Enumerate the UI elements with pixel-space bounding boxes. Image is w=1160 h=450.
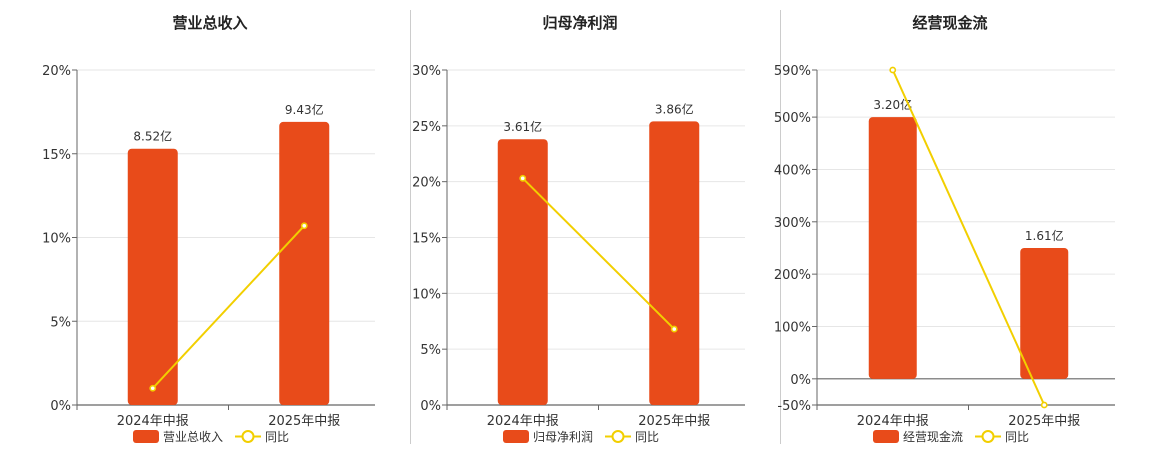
yoy-line — [522, 177, 675, 330]
chart-svg-net-profit: 归母净利润 0% 5% 10% 15% 20% 25% 30% 3.61亿 2024年中报 3.86… — [412, 14, 745, 444]
legend-bar-swatch[interactable] — [503, 430, 529, 443]
y-tick-label: -50% — [777, 399, 811, 414]
legend-bar-swatch[interactable] — [133, 430, 159, 443]
y-tick-label: 25% — [412, 120, 441, 135]
legend-bar-swatch[interactable] — [873, 430, 899, 443]
panel-divider — [410, 10, 411, 444]
bar-data-label: 3.61亿 — [503, 119, 542, 134]
x-tick-label: 2024年中报 — [857, 414, 929, 429]
bar-data-label: 3.86亿 — [655, 101, 694, 116]
legend-line-label[interactable]: 同比 — [265, 430, 289, 444]
bar[interactable] — [279, 121, 330, 406]
bar[interactable] — [649, 121, 700, 405]
legend-line-marker — [241, 430, 255, 443]
bar-data-label: 1.61亿 — [1025, 228, 1064, 243]
chart-title: 经营现金流 — [912, 14, 987, 32]
y-tick-label: 0% — [790, 373, 811, 388]
yoy-line — [891, 69, 1046, 406]
yoy-point[interactable] — [889, 66, 897, 74]
chart-svg-cash-flow: 经营现金流 -50% 0% 100% 200% 300% 400% 500% 590% 3.20亿… — [774, 14, 1115, 444]
bar-data-label: 8.52亿 — [133, 129, 172, 144]
legend-line-marker — [611, 430, 625, 443]
chart-title: 营业总收入 — [172, 14, 247, 32]
legend-line-marker — [981, 430, 995, 443]
y-tick-label: 15% — [42, 148, 71, 163]
bar[interactable] — [497, 139, 548, 405]
panel-divider — [780, 10, 781, 444]
bar-data-label: 9.43亿 — [285, 102, 324, 117]
x-tick-label: 2025年中报 — [268, 414, 340, 429]
bar[interactable] — [127, 148, 178, 405]
legend-line-label[interactable]: 同比 — [1005, 430, 1029, 444]
y-tick-label: 400% — [774, 163, 811, 178]
y-tick-label: 300% — [774, 216, 811, 231]
x-tick-label: 2024年中报 — [487, 414, 559, 429]
y-tick-label: 5% — [420, 343, 441, 358]
y-tick-label: 0% — [420, 399, 441, 414]
yoy-point[interactable] — [149, 384, 157, 392]
x-tick-label: 2024年中报 — [117, 414, 189, 429]
y-tick-label: 590% — [774, 64, 811, 79]
bar-data-label: 3.20亿 — [873, 97, 912, 112]
legend-bar-label[interactable]: 归母净利润 — [533, 430, 593, 444]
bar[interactable] — [1020, 247, 1069, 379]
chart-panel-cash-flow: 经营现金流 -50% 0% 100% 200% 300% 400% 500% 590% 3.20亿… — [745, 0, 1115, 450]
y-tick-label: 200% — [774, 268, 811, 283]
legend: 营业总收入 同比 — [133, 430, 289, 444]
yoy-point[interactable] — [519, 174, 527, 182]
legend-line-label[interactable]: 同比 — [635, 430, 659, 444]
chart-title: 归母净利润 — [542, 14, 617, 32]
legend-bar-label[interactable]: 经营现金流 — [903, 429, 963, 444]
y-tick-label: 30% — [412, 64, 441, 79]
y-tick-label: 10% — [42, 232, 71, 247]
chart-panel-revenue: 营业总收入 0% 5% 10% 15% 20% 8.52亿 2024年中报 9.43亿 2025年… — [5, 0, 375, 450]
y-tick-label: 10% — [412, 287, 441, 302]
legend-bar-label[interactable]: 营业总收入 — [163, 430, 223, 444]
y-tick-label: 15% — [412, 232, 441, 247]
chart-panel-net-profit: 归母净利润 0% 5% 10% 15% 20% 25% 30% 3.61亿 2024年中报 3.86… — [375, 0, 745, 450]
y-tick-label: 100% — [774, 320, 811, 335]
y-tick-label: 500% — [774, 111, 811, 126]
y-tick-label: 20% — [42, 64, 71, 79]
bar[interactable] — [868, 117, 917, 379]
legend: 归母净利润 同比 — [503, 430, 659, 444]
yoy-point[interactable] — [670, 325, 678, 333]
chart-svg-revenue: 营业总收入 0% 5% 10% 15% 20% 8.52亿 2024年中报 9.43亿 2025年… — [42, 14, 375, 444]
yoy-point[interactable] — [1040, 401, 1048, 409]
y-tick-label: 5% — [50, 315, 71, 330]
y-tick-label: 20% — [412, 176, 441, 191]
y-tick-label: 0% — [50, 399, 71, 414]
x-tick-label: 2025年中报 — [1008, 414, 1080, 429]
yoy-line — [152, 225, 305, 389]
legend: 经营现金流 同比 — [873, 429, 1029, 444]
yoy-point[interactable] — [300, 222, 308, 230]
x-tick-label: 2025年中报 — [638, 414, 710, 429]
